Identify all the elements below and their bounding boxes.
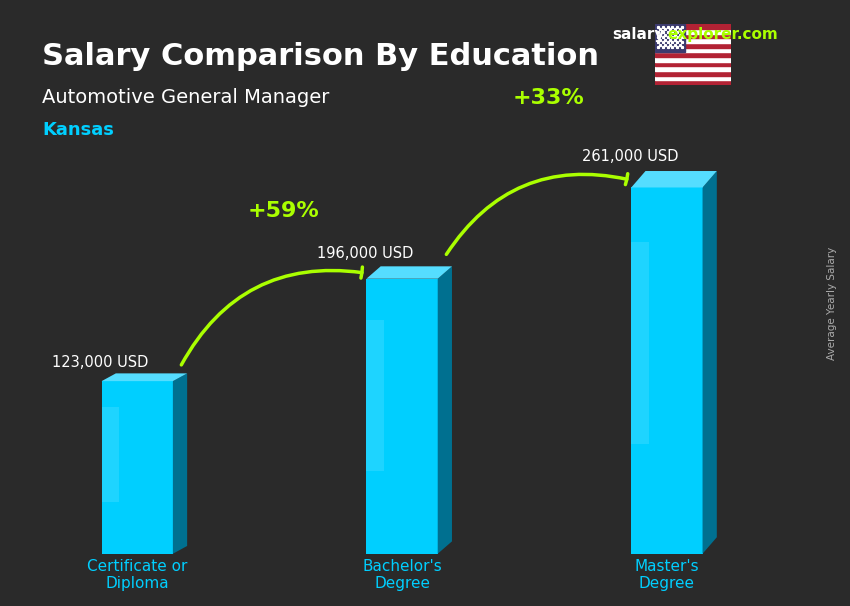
Polygon shape	[632, 171, 717, 187]
Bar	[654, 66, 731, 71]
Polygon shape	[632, 242, 649, 444]
Polygon shape	[366, 266, 452, 279]
Bar	[654, 80, 731, 85]
Text: Kansas: Kansas	[42, 121, 115, 139]
Polygon shape	[632, 187, 703, 554]
Bar	[654, 76, 731, 80]
Text: +59%: +59%	[247, 201, 320, 221]
Bar	[654, 71, 731, 76]
Bar	[654, 52, 731, 57]
Text: 261,000 USD: 261,000 USD	[582, 148, 678, 164]
Text: Salary Comparison By Education: Salary Comparison By Education	[42, 42, 599, 72]
Bar	[654, 47, 731, 52]
Bar	[654, 57, 731, 62]
Text: 196,000 USD: 196,000 USD	[317, 246, 414, 261]
Text: salary: salary	[612, 27, 665, 42]
Polygon shape	[102, 407, 119, 502]
Polygon shape	[102, 381, 173, 554]
Bar	[654, 62, 731, 66]
Bar	[654, 33, 731, 38]
Bar	[654, 38, 731, 43]
Polygon shape	[703, 171, 717, 554]
Text: Automotive General Manager: Automotive General Manager	[42, 88, 330, 107]
Text: Average Yearly Salary: Average Yearly Salary	[827, 247, 837, 359]
Polygon shape	[173, 373, 187, 554]
Bar	[654, 24, 731, 29]
Text: +33%: +33%	[513, 88, 584, 108]
Polygon shape	[366, 279, 438, 554]
Polygon shape	[366, 320, 384, 471]
Bar	[654, 24, 685, 52]
Polygon shape	[438, 266, 452, 554]
Text: explorer.com: explorer.com	[667, 27, 778, 42]
Bar	[654, 43, 731, 47]
Text: 123,000 USD: 123,000 USD	[53, 355, 149, 370]
Polygon shape	[102, 373, 187, 381]
Bar	[654, 29, 731, 33]
